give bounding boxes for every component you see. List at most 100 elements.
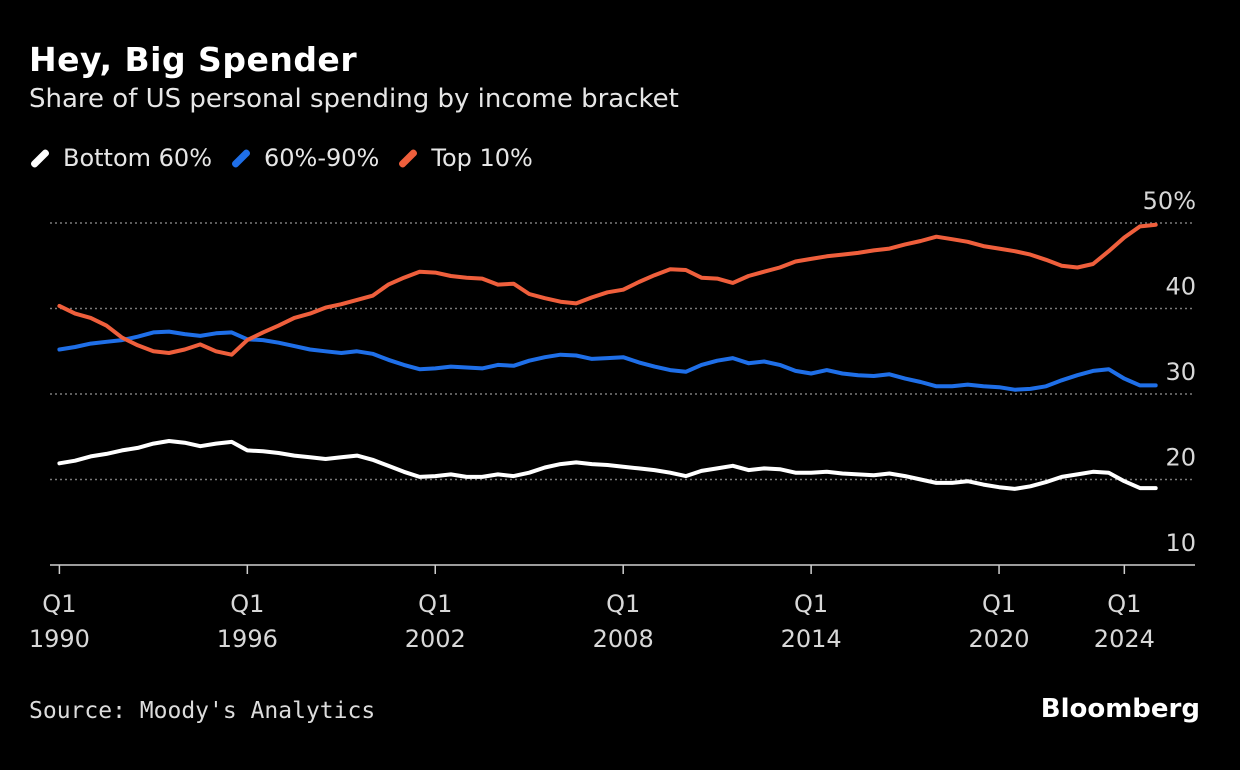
x-tick-year-1990: 1990 <box>29 625 90 653</box>
data-point-s2-48 <box>809 257 813 261</box>
data-point-s2-5 <box>136 343 140 347</box>
data-point-s0-24 <box>433 474 437 478</box>
data-point-s2-4 <box>120 336 124 340</box>
data-point-s2-19 <box>355 298 359 302</box>
data-point-s0-64 <box>1060 475 1064 479</box>
data-point-s0-34 <box>590 462 594 466</box>
y-tick-label-10: 10 <box>1165 529 1196 557</box>
data-point-s2-62 <box>1028 253 1032 257</box>
data-point-s1-30 <box>527 359 531 363</box>
data-point-s0-39 <box>668 471 672 475</box>
data-point-s0-35 <box>605 463 610 467</box>
data-point-s1-54 <box>903 377 907 381</box>
data-point-s2-22 <box>402 276 406 280</box>
data-point-s1-21 <box>386 358 390 362</box>
data-point-s0-45 <box>762 466 766 470</box>
data-point-s0-2 <box>89 454 93 458</box>
legend-swatch-60-90 <box>230 147 252 169</box>
data-point-s0-41 <box>699 469 704 473</box>
data-point-s0-11 <box>230 440 234 444</box>
data-point-s1-29 <box>511 364 516 368</box>
data-point-s0-49 <box>825 470 829 474</box>
data-point-s1-22 <box>402 363 406 367</box>
data-point-s0-52 <box>872 473 876 477</box>
data-point-s1-16 <box>308 347 312 352</box>
source-note: Source: Moody's Analytics <box>29 698 376 724</box>
data-point-s2-28 <box>496 283 500 287</box>
data-point-s1-70 <box>1154 383 1158 387</box>
data-point-s1-27 <box>480 366 484 370</box>
data-point-s2-20 <box>371 294 375 298</box>
legend-label-bottom-60: Bottom 60% <box>63 144 213 172</box>
x-tick-year-2014: 2014 <box>781 625 842 653</box>
data-point-s2-16 <box>308 312 312 316</box>
y-tick-label-20: 20 <box>1165 444 1196 472</box>
data-point-s1-34 <box>590 357 594 361</box>
data-point-s1-53 <box>887 372 892 376</box>
data-point-s0-57 <box>950 481 954 485</box>
data-point-s0-28 <box>496 472 500 476</box>
data-point-s2-58 <box>966 240 970 244</box>
data-point-s2-12 <box>245 338 249 342</box>
y-tick-label-30: 30 <box>1165 358 1196 386</box>
data-point-s1-25 <box>449 365 453 369</box>
data-point-s2-61 <box>1013 249 1017 253</box>
data-point-s0-30 <box>527 471 531 475</box>
legend-label-60-90: 60%-90% <box>264 144 380 172</box>
data-point-s2-40 <box>684 268 688 272</box>
data-point-s2-70 <box>1154 223 1158 227</box>
data-point-s2-57 <box>950 237 954 241</box>
bloomberg-logo: Bloomberg <box>1040 694 1200 724</box>
data-point-s0-29 <box>511 474 516 478</box>
legend-swatch-bottom-60 <box>29 147 51 169</box>
data-point-s1-5 <box>136 335 140 339</box>
legend-item-bottom-60: Bottom 60% <box>29 144 212 172</box>
data-point-s1-68 <box>1122 377 1126 381</box>
data-point-s2-27 <box>480 277 484 281</box>
data-point-s0-61 <box>1013 487 1017 491</box>
data-point-s0-38 <box>652 468 657 472</box>
data-point-s1-37 <box>637 360 641 364</box>
data-point-s1-24 <box>433 366 437 370</box>
line-chart: 10 20 30 40 50% Q1 1990 Q1 1996 Q1 2002 Q1 2008 Q1 201… <box>29 187 1196 653</box>
data-point-s1-0 <box>57 347 62 352</box>
data-point-s0-3 <box>104 452 108 456</box>
data-point-s1-2 <box>89 342 93 346</box>
data-point-s2-36 <box>621 288 625 292</box>
data-point-s1-6 <box>151 330 155 334</box>
data-point-s1-36 <box>621 355 625 359</box>
x-tick-quarter-1996: Q1 <box>230 590 264 618</box>
data-point-s0-46 <box>778 467 782 471</box>
data-point-s2-52 <box>872 248 876 252</box>
data-point-s2-13 <box>261 330 265 334</box>
data-point-s1-7 <box>167 330 171 334</box>
data-point-s0-58 <box>966 479 970 483</box>
data-point-s1-46 <box>778 363 782 367</box>
data-point-s0-19 <box>355 454 359 458</box>
data-point-s0-5 <box>136 446 140 450</box>
legend-label-top-10: Top 10% <box>431 144 533 172</box>
data-point-s1-45 <box>762 359 766 364</box>
data-point-s1-3 <box>104 340 108 344</box>
data-point-s2-50 <box>840 253 845 257</box>
data-point-s1-52 <box>872 374 876 378</box>
data-point-s0-40 <box>684 474 688 478</box>
data-point-s0-31 <box>543 465 547 470</box>
data-point-s0-26 <box>465 475 469 479</box>
data-point-s0-67 <box>1107 471 1111 475</box>
data-point-s2-14 <box>277 324 281 328</box>
data-point-s0-23 <box>418 475 422 479</box>
data-point-s0-44 <box>746 468 751 472</box>
data-point-s1-18 <box>339 351 343 355</box>
data-point-s1-14 <box>277 341 281 345</box>
data-point-s1-26 <box>465 365 469 370</box>
data-point-s1-43 <box>731 356 735 360</box>
data-point-s2-24 <box>433 271 437 275</box>
data-point-s1-17 <box>324 349 328 353</box>
y-tick-label-40: 40 <box>1165 273 1196 301</box>
data-point-s2-64 <box>1060 264 1064 268</box>
data-point-s1-42 <box>715 359 719 363</box>
data-point-s2-51 <box>856 251 860 255</box>
data-point-s2-45 <box>762 270 766 274</box>
x-tick-quarter-1990: Q1 <box>42 590 76 618</box>
